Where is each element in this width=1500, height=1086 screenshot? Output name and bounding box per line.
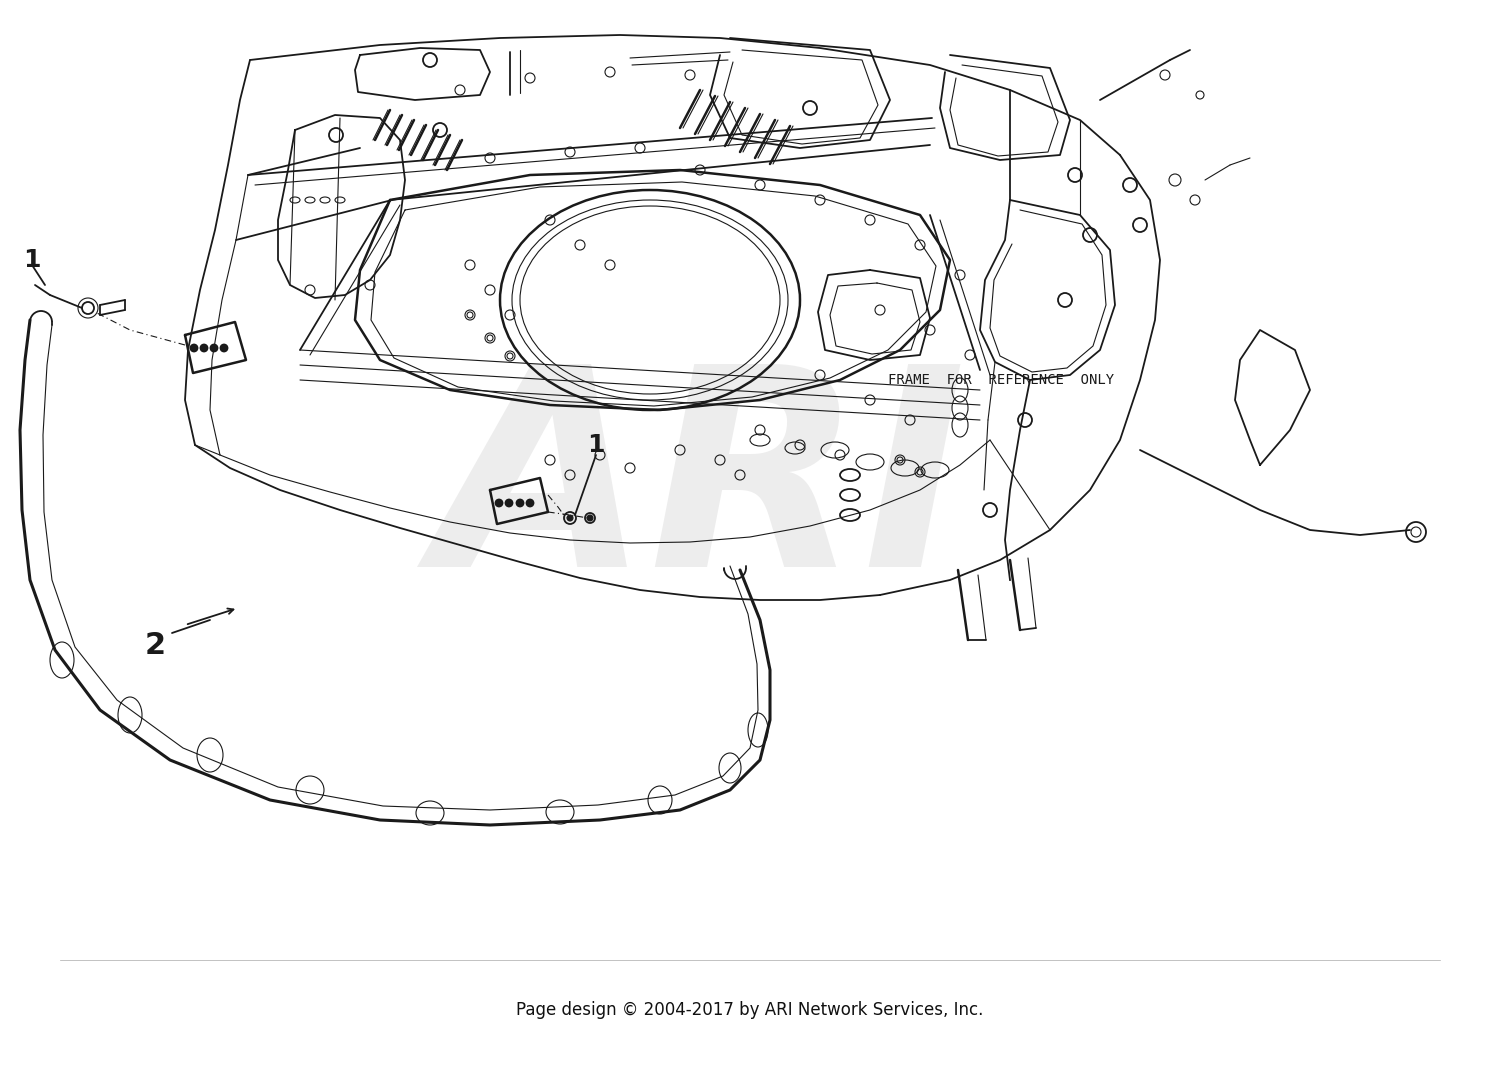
Text: ARI: ARI <box>433 355 966 626</box>
Text: Page design © 2004-2017 by ARI Network Services, Inc.: Page design © 2004-2017 by ARI Network S… <box>516 1001 984 1019</box>
Circle shape <box>190 344 198 352</box>
Circle shape <box>516 500 524 506</box>
Circle shape <box>201 344 207 352</box>
Circle shape <box>495 500 502 506</box>
Text: FRAME  FOR  REFERENCE  ONLY: FRAME FOR REFERENCE ONLY <box>888 372 1114 387</box>
Text: 1: 1 <box>588 433 604 457</box>
Text: 2: 2 <box>144 631 165 659</box>
Circle shape <box>567 515 573 521</box>
Text: 1: 1 <box>24 248 40 272</box>
Circle shape <box>506 500 513 506</box>
Circle shape <box>220 344 228 352</box>
Circle shape <box>210 344 218 352</box>
Circle shape <box>526 500 534 506</box>
Circle shape <box>586 515 592 521</box>
